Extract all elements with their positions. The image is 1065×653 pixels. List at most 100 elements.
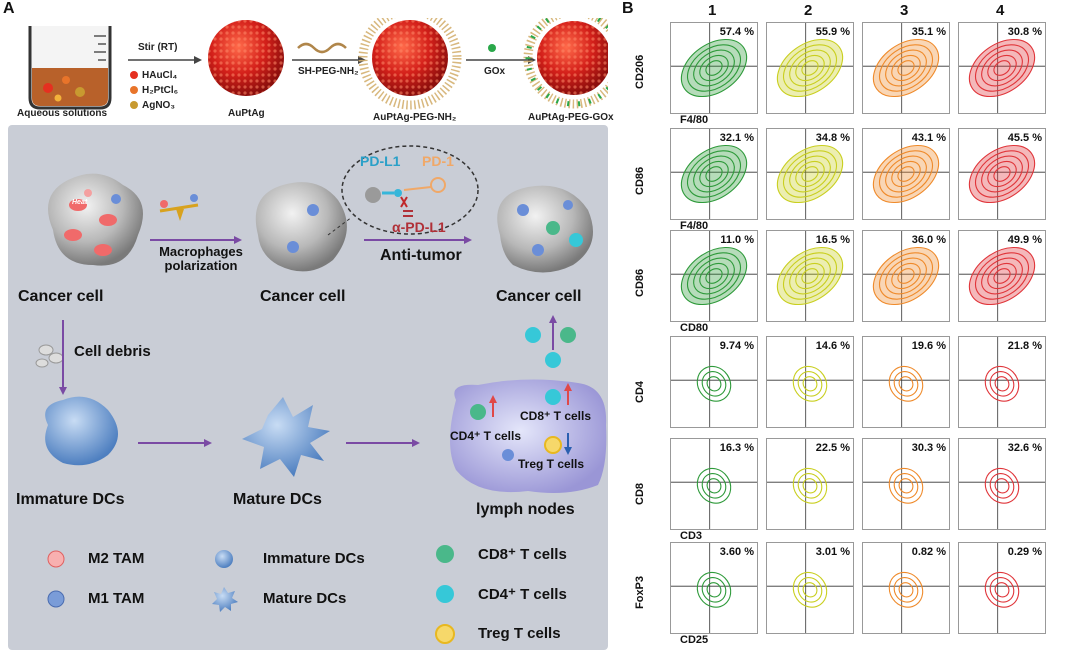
contour-plot [863,23,949,113]
flow-plot: 0.29 % [958,542,1046,634]
flow-plot: 35.1 % [862,22,950,114]
legend-label: CD8⁺ T cells [478,546,567,563]
flow-plot: 43.1 % [862,128,950,220]
mature-dc-large-icon [242,397,330,477]
panel-letter-a: A [3,0,15,17]
quadrant-percentage: 19.6 % [911,340,946,352]
contour-plot [959,231,1045,321]
heat-label: Heat [72,199,88,206]
quadrant-percentage: 49.9 % [1007,234,1042,246]
flow-plot: 55.9 % [766,22,854,114]
cancer-cell-3-icon [497,185,593,273]
beaker-label: Aqueous solutions [17,108,107,119]
contour-plot [959,129,1045,219]
enzyme-label: GOx [484,66,506,77]
contour-plot [959,23,1045,113]
pdl1-label: PD-L1 [360,153,401,169]
legend-label: M1 TAM [88,590,145,607]
contour-plot [959,337,1045,427]
flow-plot: 49.9 % [958,230,1046,322]
quadrant-percentage: 45.5 % [1007,132,1042,144]
flow-ylabel: CD86 [634,268,646,297]
flow-xlabel: CD80 [680,322,709,334]
flow-plot: 57.4 % [670,22,758,114]
quadrant-percentage: 30.3 % [911,442,946,454]
contour-plot [959,543,1045,633]
contour-plot [767,337,853,427]
cancer-cell-2-icon [255,182,347,272]
flow-plot: 19.6 % [862,336,950,428]
quadrant-percentage: 21.8 % [1007,340,1042,352]
quadrant-percentage: 22.5 % [815,442,850,454]
cd4-node-label: CD4⁺ T cells [450,429,522,443]
quadrant-percentage: 16.5 % [815,234,850,246]
flow-plot: 45.5 % [958,128,1046,220]
quadrant-percentage: 35.1 % [911,26,946,38]
flow-plot: 9.74 % [670,336,758,428]
zoom-ellipse [341,145,479,235]
quadrant-percentage: 0.29 % [1007,546,1042,558]
quadrant-percentage: 3.01 % [815,546,850,558]
quadrant-percentage: 3.60 % [719,546,754,558]
immature-dc-icon [215,550,233,568]
antitumor-label: Anti-tumor [380,247,462,264]
seesaw-icon [159,194,199,221]
peg-chain-icon [297,42,347,54]
flow-ylabel: CD8 [634,482,646,505]
flow-ylabel: CD86 [634,166,646,195]
quadrant-percentage: 32.1 % [719,132,754,144]
synthesis-illustration [28,18,608,110]
flow-plot: 36.0 % [862,230,950,322]
quadrant-percentage: 55.9 % [815,26,850,38]
quadrant-percentage: 9.74 % [719,340,754,352]
legend-label: Treg T cells [478,625,561,642]
reagent-dot [130,71,138,79]
debris-label: Cell debris [74,343,151,360]
flow-plot: 11.0 % [670,230,758,322]
gox-enzyme-icon [488,44,496,52]
flow-xlabel: CD25 [680,634,709,646]
contour-plot [767,543,853,633]
flow-xlabel: F4/80 [680,220,709,232]
particle-label: AuPtAg-PEG-NH₂ [373,112,457,123]
contour-plot [767,129,853,219]
beaker-icon [28,26,112,110]
quadrant-percentage: 32.6 % [1007,442,1042,454]
anti-pdl1-label: α-PD-L1 [392,219,446,235]
cancer-cell-label: Cancer cell [18,288,104,305]
column-number: 2 [804,2,813,19]
contour-plot [767,439,853,529]
synthesis-panel: Aqueous solutions Stir (RT) HAuCl₄ H₂PtC… [8,18,614,123]
cancer-cell-1-icon [48,173,143,266]
flow-ylabel: CD4 [634,380,646,403]
pd1-label: PD-1 [422,153,454,169]
quadrant-percentage: 34.8 % [815,132,850,144]
cd4-cell-icon [525,327,541,343]
contour-plot [671,231,757,321]
flow-plot: 0.82 % [862,542,950,634]
immature-dc-label: Immature DCs [16,491,125,508]
flow-ylabel: CD206 [634,54,646,89]
flow-xlabel: CD3 [680,530,703,542]
quadrant-percentage: 43.1 % [911,132,946,144]
treg-cell-icon [435,624,455,644]
contour-plot [767,231,853,321]
quadrant-percentage: 16.3 % [719,442,754,454]
legend-label: Mature DCs [263,590,347,607]
flow-ylabel: FoxP3 [634,575,646,609]
flow-plot: 22.5 % [766,438,854,530]
contour-plot [671,439,757,529]
stir-label: Stir (RT) [138,42,178,53]
contour-plot [671,23,757,113]
reagent-label: AgNO₃ [142,100,175,111]
contour-plot [671,129,757,219]
panel-letter-b: B [622,0,634,17]
flow-plot: 3.01 % [766,542,854,634]
flow-plot: 14.6 % [766,336,854,428]
reagent-dot [130,86,138,94]
reagent-label: H₂PtCl₆ [142,85,179,96]
lymph-node-label: lymph nodes [476,501,575,518]
contour-plot [767,23,853,113]
treg-node-label: Treg T cells [518,457,585,471]
cd8-cell-icon [560,327,576,343]
